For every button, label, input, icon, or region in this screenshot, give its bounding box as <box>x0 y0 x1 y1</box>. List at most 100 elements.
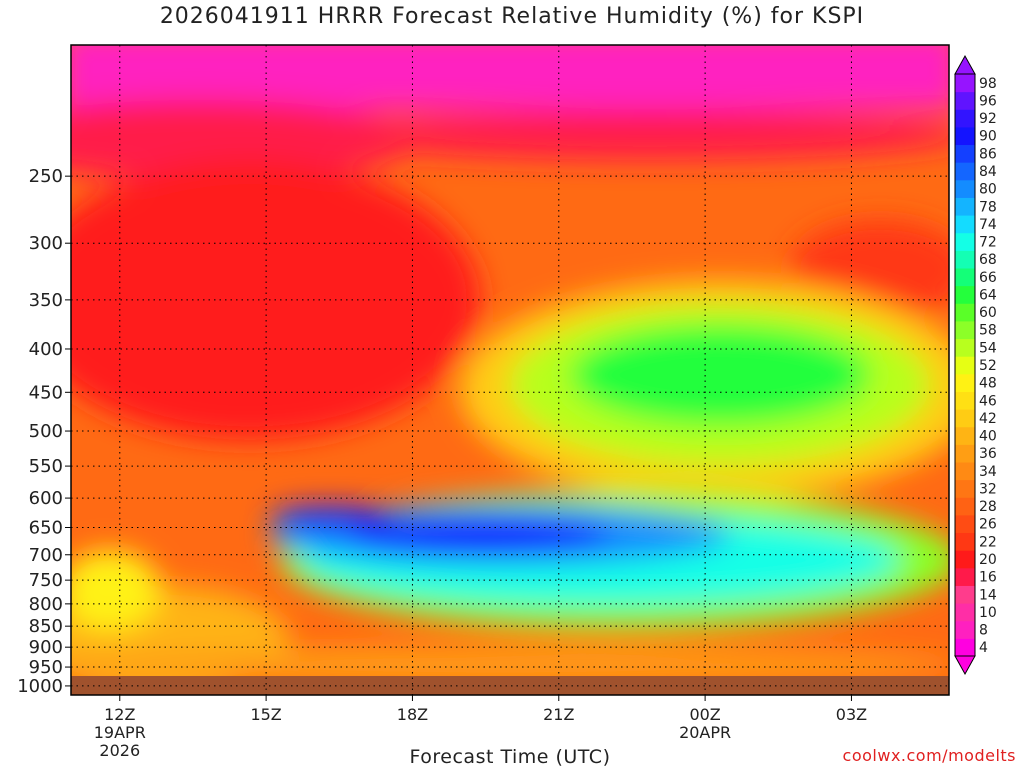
colorbar-cell <box>955 391 975 410</box>
colorbar-label: 84 <box>979 164 997 180</box>
colorbar-cell <box>955 162 975 181</box>
x-tick-label: 21Z <box>543 705 574 724</box>
y-tick-label: 250 <box>29 166 63 187</box>
colorbar-cell <box>955 426 975 445</box>
colorbar-cell <box>955 250 975 269</box>
colorbar-label: 4 <box>979 640 988 656</box>
colorbar-label: 14 <box>979 587 997 603</box>
y-tick-label: 500 <box>29 421 63 442</box>
colorbar-label: 32 <box>979 481 997 497</box>
colorbar-cell <box>955 215 975 234</box>
colorbar-label: 28 <box>979 499 997 515</box>
colorbar-label: 90 <box>979 129 997 145</box>
ground-below-surface <box>71 676 949 695</box>
field-surface-yellow <box>71 550 160 630</box>
colorbar-cell <box>955 620 975 639</box>
x-axis-title: Forecast Time (UTC) <box>409 746 611 768</box>
colorbar-cap-top <box>954 54 976 75</box>
colorbar-cell <box>955 444 975 463</box>
colorbar-label: 80 <box>979 182 997 198</box>
colorbar-label: 64 <box>979 287 997 303</box>
colorbar-label: 16 <box>979 570 997 586</box>
colorbar-cell <box>955 497 975 516</box>
colorbar-label: 92 <box>979 111 997 127</box>
colorbar-label: 68 <box>979 252 997 268</box>
colorbar-label: 36 <box>979 446 997 462</box>
colorbar-label: 60 <box>979 305 997 321</box>
colorbar-cell <box>955 409 975 428</box>
colorbar-label: 54 <box>979 340 997 356</box>
colorbar-cell <box>955 462 975 481</box>
y-tick-label: 750 <box>29 570 63 591</box>
y-axis: 2503003504004505005506006507007508008509… <box>17 166 71 697</box>
field-surface-band <box>71 647 949 683</box>
field-low-deep-blue2 <box>270 506 390 530</box>
field-green <box>570 325 870 425</box>
colorbar-cell <box>955 91 975 110</box>
grid-lines <box>71 45 949 695</box>
colorbar-cell <box>955 144 975 163</box>
chart-title: 2026041911 HRRR Forecast Relative Humidi… <box>159 4 865 29</box>
y-tick-label: 650 <box>29 518 63 539</box>
colorbar-cell <box>955 126 975 146</box>
y-tick-label: 900 <box>29 637 63 658</box>
y-tick-label: 550 <box>29 456 63 477</box>
x-tick-date: 19APR <box>94 723 146 742</box>
colorbar-label: 86 <box>979 146 997 162</box>
field-upper-dry <box>71 45 949 110</box>
credit-text[interactable]: coolwx.com/modelts <box>842 746 1016 765</box>
x-tick-date: 20APR <box>679 723 731 742</box>
colorbar-label: 96 <box>979 93 997 109</box>
y-tick-label: 950 <box>29 657 63 678</box>
y-tick-label: 350 <box>29 290 63 311</box>
colorbar-cell <box>955 268 975 287</box>
colorbar-cell <box>955 303 975 322</box>
colorbar-cell <box>955 320 975 340</box>
y-tick-label: 450 <box>29 382 63 403</box>
colorbar-label: 72 <box>979 235 997 251</box>
colorbar-frame <box>954 73 976 657</box>
colorbar-cell <box>955 550 975 569</box>
colorbar-label: 40 <box>979 429 997 445</box>
x-tick-label: 15Z <box>250 705 281 724</box>
y-tick-label: 700 <box>29 545 63 566</box>
field-upper-red <box>71 100 420 180</box>
y-tick-label: 600 <box>29 488 63 509</box>
colorbar-cell <box>955 567 975 586</box>
colorbar-label: 48 <box>979 376 997 392</box>
colorbar: 4810141620222628323436404246485254586064… <box>954 54 997 676</box>
colorbar-label: 52 <box>979 358 997 374</box>
colorbar-cap-bottom <box>954 655 976 676</box>
colorbar-cell <box>955 638 975 657</box>
y-tick-label: 400 <box>29 339 63 360</box>
colorbar-cell <box>955 585 975 604</box>
colorbar-label: 34 <box>979 464 997 480</box>
rh-field <box>71 45 949 695</box>
colorbar-cell <box>955 232 975 251</box>
colorbar-cell <box>955 338 975 357</box>
colorbar-cell <box>955 109 975 128</box>
field-low-deep-blue <box>350 517 610 553</box>
colorbar-cell <box>955 373 975 392</box>
y-tick-label: 850 <box>29 616 63 637</box>
colorbar-cell <box>955 532 975 551</box>
plot-frame <box>70 44 950 696</box>
x-tick-label: 00Z <box>689 705 720 724</box>
colorbar-cell <box>955 514 975 534</box>
colorbar-label: 22 <box>979 534 997 550</box>
colorbar-label: 46 <box>979 393 997 409</box>
x-tick-label: 18Z <box>397 705 428 724</box>
y-tick-label: 300 <box>29 233 63 254</box>
y-tick-label: 1000 <box>17 676 63 697</box>
colorbar-label: 98 <box>979 76 997 92</box>
colorbar-cell <box>955 179 975 198</box>
colorbar-cell <box>955 479 975 498</box>
y-tick-label: 800 <box>29 594 63 615</box>
colorbar-label: 8 <box>979 623 988 639</box>
x-tick-label: 03Z <box>836 705 867 724</box>
field-upper-red2 <box>330 110 949 160</box>
colorbar-label: 66 <box>979 270 997 286</box>
field-shapes <box>71 45 949 695</box>
